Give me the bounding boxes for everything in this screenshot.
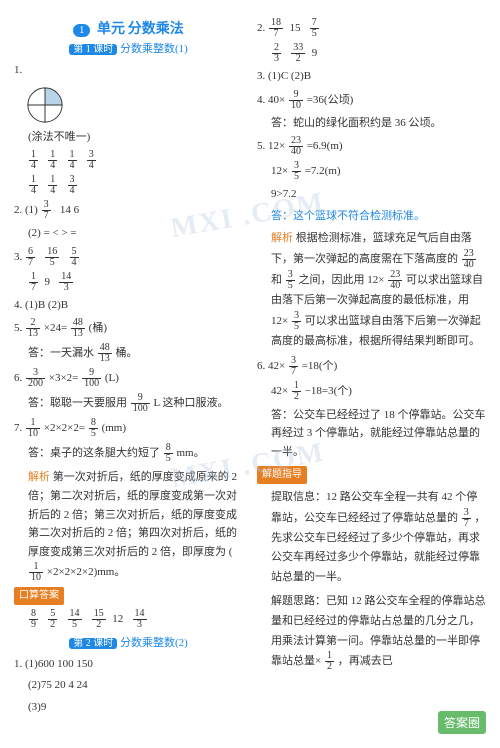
r-q5a-pre: 12× [268,140,285,152]
q1-label: 1. [14,62,243,80]
oral-badge: 口算答案 [14,587,64,605]
explain-text: 第一次对折后，纸的厚度变成原来的 2 倍；第二次对折后，纸的厚度变成第一次对折后… [28,471,237,558]
l2-q1a: 1. (1)600 100 150 [14,656,243,674]
q4: 4. (1)B (2)B [14,297,243,315]
expl-t2: 之间，因此用 12× [299,274,385,286]
oral-label: 口算答案 [14,587,243,605]
r-q6b-eq: −18=3(个) [305,385,352,397]
lesson2-header: 第 2 课时 分数乘整数(2) [14,634,243,650]
lesson2-badge: 第 2 课时 [69,638,117,649]
r-q6a-pre: 42× [268,360,285,372]
q5-ans-pre: 答：一天漏水 [28,347,94,359]
r-q5-ans: 答：这个篮球不符合检测标准。 [257,208,486,226]
l2-q1b: (2)75 20 4 24 [14,677,243,695]
unit-header: 1 单元 分数乘法 [14,18,243,38]
r-q2-label: 2. [257,22,265,34]
q6-post: L 这种口服液。 [154,397,229,409]
guide-p1-pre: 提取信息：12 路公交车全程一共有 42 个停靠站，公交车已经经过了停靠站总量的 [271,491,477,524]
r-q5-cmp: 9>7.2 [257,186,486,204]
q6-unit: (L) [105,372,119,384]
r-q4-ans: 答：蛇山的绿化面积约是 36 公顷。 [257,115,486,133]
q7-mid: ×2×2×2= [44,422,85,434]
explain-label: 解析 [28,471,50,483]
r-q5b-eq: =7.2(m) [305,165,341,177]
q7-pre: 答：桌子的这条腿大约短了 [28,447,160,459]
lesson-header: 第 1 课时 分数乘整数(1) [14,40,243,56]
q5-ans: 答：一天漏水 4813 桶。 [14,343,243,364]
q5-mid: ×24= [44,322,67,334]
q6-ans: 答：聪聪一天要服用 9100 L 这种口服液。 [14,393,243,414]
unit-title: 分数乘法 [128,22,184,37]
r-q6a-eq: =18(个) [302,360,338,372]
expl-t4: 可以求出篮球自由落下后第一次弹起高度的最高标准，根据所得结果判断即可。 [271,315,481,347]
q2: 2. (1) 37 14 6 [14,200,243,221]
q6-mid: ×3×2= [49,372,79,384]
pie-icon [26,86,64,124]
guide-p2-post: ，再减去已 [338,655,393,667]
q2-sub2: (2) = < > = [14,225,243,243]
q7-unit: (mm) [102,422,126,434]
r-q5a-eq: =6.9(m) [307,140,343,152]
l2-q1c: (3)9 [14,699,243,717]
q3-row2: 17 9 143 [14,272,243,293]
guide-label: 解题指导 [257,466,486,484]
q2-ans1b: 14 6 [60,204,79,216]
expl-mid: 和 [271,274,282,286]
lesson-badge: 第 1 课时 [69,44,117,55]
r-q5-expl: 解析 根据检测标准，篮球充足气后自由落下，第一次弹起的高度需在下落高度的 234… [257,229,486,351]
expl-label: 解析 [271,232,293,244]
r-q6b-pre: 42× [271,385,288,397]
explain: 解析 第一次对折后，纸的厚度变成原来的 2 倍；第二次对折后，纸的厚度变成第一次… [14,468,243,582]
explain-tail: ×2×2×2×2)mm。 [47,566,126,578]
lesson2-title: 分数乘整数(2) [120,637,188,649]
r-q4-expr: 40× [268,94,285,106]
r-q6b: 42× 12 −18=3(个) [257,381,486,402]
unit-badge: 1 [73,24,90,37]
left-column: 1 单元 分数乘法 第 1 课时 分数乘整数(1) 1. (涂法不唯一) 14 … [14,18,243,721]
r-q3: 3. (1)C (2)B [257,68,486,86]
r-q6-ans: 答：公交车已经经过了 18 个停靠站。公交车再经过 3 个停靠站，就能经过停靠站… [257,406,486,462]
r-q5b: 12× 35 =7.2(m) [257,161,486,182]
q6: 6. 3200 ×3×2= 9100 (L) [14,368,243,389]
r-q5a: 5. 12× 2340 =6.9(m) [257,136,486,157]
lesson-title: 分数乘整数(1) [120,43,188,55]
guide-p2: 解题思路：已知 12 路公交车全程的停靠站总量和已经经过的停靠站占总量的几分之几… [257,592,486,672]
page-content: 1 单元 分数乘法 第 1 课时 分数乘整数(1) 1. (涂法不唯一) 14 … [0,0,500,731]
q6-pre: 答：聪聪一天要服用 [28,397,127,409]
q2-label: 2. [14,204,22,216]
q1-note: (涂法不唯一) [14,129,243,147]
unit-label: 单元 [97,22,125,37]
q3-label: 3. [14,251,22,263]
q7-post: mm。 [177,447,205,459]
q1-row2: 14 14 34 [14,175,243,196]
q5-unit: (桶) [89,322,107,334]
r-q5b-pre: 12× [271,165,288,177]
q2-sub1: (1) [25,204,38,216]
q5-ans-post: 桶。 [116,347,138,359]
q3: 3. 67 165 54 [14,247,243,268]
q7-ans: 答：桌子的这条腿大约短了 85 mm。 [14,443,243,464]
r-q4: 4. 40× 910 =36(公顷) [257,90,486,111]
q5-label: 5. [14,322,22,334]
right-column: 2. 187 15 75 23 332 9 3. (1)C (2)B 4. 40… [257,18,486,721]
oral-row: 89 52 145 152 12 143 [14,609,243,630]
expl-t1: 根据检测标准，篮球充足气后自由落下，第一次弹起的高度需在下落高度的 [271,232,472,265]
q7: 7. 110 ×2×2×2= 85 (mm) [14,418,243,439]
r-q6-label: 6. [257,360,265,372]
r-q4-label: 4. [257,94,265,106]
r-q2: 2. 187 15 75 [257,18,486,39]
q5: 5. 213 ×24= 4813 (桶) [14,318,243,339]
r-q6a: 6. 42× 37 =18(个) [257,356,486,377]
footer-logo: 答案圈 [438,711,486,734]
q6-label: 6. [14,372,22,384]
q7-label: 7. [14,422,22,434]
r-q5-label: 5. [257,140,265,152]
r-q2-row2: 23 332 9 [257,43,486,64]
guide-badge: 解题指导 [257,466,307,484]
q1-row1: 14 14 14 34 [14,150,243,171]
r-q4-eq: =36(公顷) [307,94,354,106]
guide-p1: 提取信息：12 路公交车全程一共有 42 个停靠站，公交车已经经过了停靠站总量的… [257,488,486,588]
